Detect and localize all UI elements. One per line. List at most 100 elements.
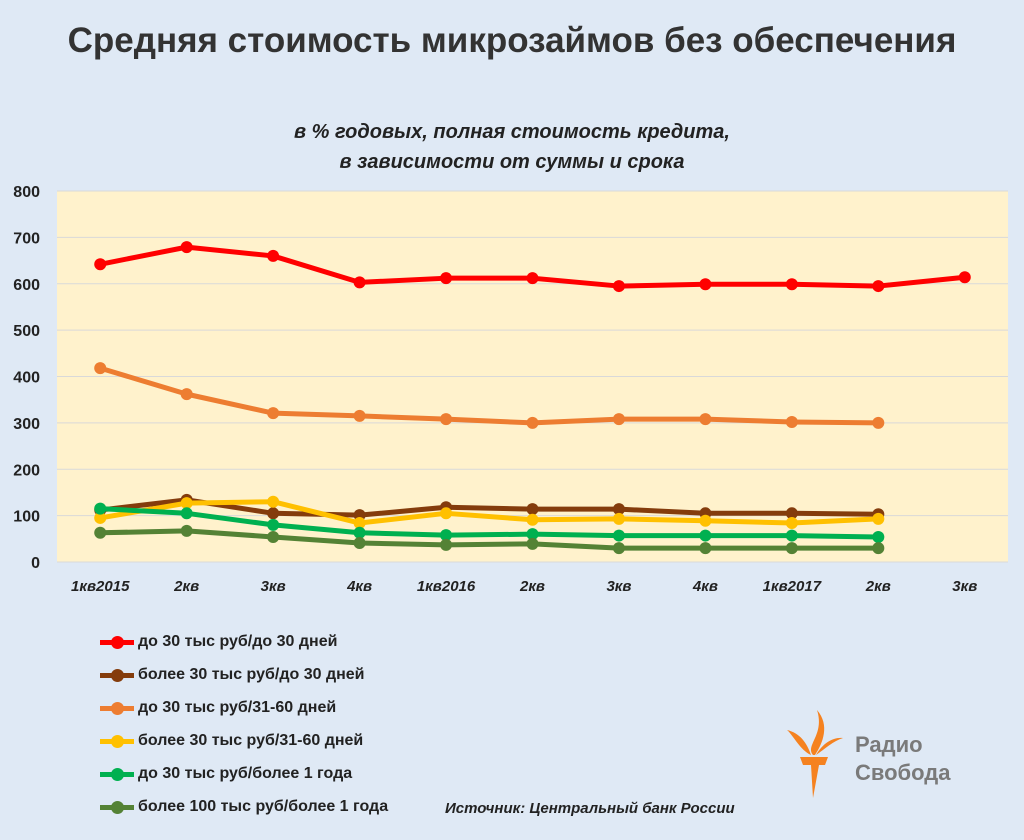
data-point xyxy=(785,278,798,291)
radio-svoboda-torch-icon xyxy=(787,710,843,798)
data-point xyxy=(94,526,107,539)
data-point xyxy=(785,529,798,542)
data-point xyxy=(612,413,625,426)
legend-label: до 30 тыс руб/до 30 дней xyxy=(138,633,338,650)
chart-title: Средняя стоимость микрозаймов без обеспе… xyxy=(67,21,957,60)
subtitle-line-1: в % годовых, полная стоимость кредита, xyxy=(294,121,730,143)
data-point xyxy=(958,271,971,284)
data-point xyxy=(267,249,280,262)
data-point xyxy=(526,416,539,429)
x-tick-label: 3кв xyxy=(606,578,631,595)
data-point xyxy=(612,529,625,542)
data-point xyxy=(872,530,885,543)
data-point xyxy=(94,258,107,271)
x-tick-label: 4кв xyxy=(346,578,372,595)
y-tick-label: 500 xyxy=(13,323,40,340)
line-chart: 0 100 200 300 400 500 600 700 800 1кв2015 2кв 3кв 4к… xyxy=(13,184,1008,595)
legend-marker xyxy=(100,800,134,814)
data-point xyxy=(353,517,366,530)
data-point xyxy=(526,537,539,550)
data-point xyxy=(267,495,280,508)
data-point xyxy=(526,503,539,516)
source-note: Источник: Центральный банк России xyxy=(445,800,735,817)
series-line xyxy=(99,499,879,526)
y-tick-label: 300 xyxy=(13,416,40,433)
data-point xyxy=(94,511,107,524)
data-point xyxy=(353,536,366,549)
data-point xyxy=(872,542,885,555)
legend-label: до 30 тыс руб/более 1 года xyxy=(138,765,353,782)
legend-marker xyxy=(100,734,134,748)
data-point xyxy=(353,409,366,422)
data-point xyxy=(353,276,366,289)
x-tick-label: 2кв xyxy=(865,578,891,595)
data-point xyxy=(440,413,453,426)
data-point xyxy=(353,526,366,539)
logo-line-1: Радио xyxy=(855,732,923,757)
data-point xyxy=(94,502,107,515)
legend-item: более 30 тыс руб/31-60 дней xyxy=(100,732,363,750)
legend-label: более 30 тыс руб/до 30 дней xyxy=(138,666,365,683)
data-point xyxy=(180,388,193,401)
data-point xyxy=(526,528,539,541)
data-point xyxy=(440,272,453,285)
y-tick-label: 700 xyxy=(13,230,40,247)
legend-item: более 30 тыс руб/до 30 дней xyxy=(100,666,365,684)
series-line xyxy=(100,506,879,540)
data-point xyxy=(267,530,280,543)
data-point xyxy=(440,507,453,520)
data-point xyxy=(612,542,625,555)
subtitle-line-2: в зависимости от суммы и срока xyxy=(339,151,685,173)
data-point xyxy=(612,503,625,516)
data-point xyxy=(180,241,193,254)
data-point xyxy=(872,512,885,525)
data-point xyxy=(699,278,712,291)
data-point xyxy=(180,507,193,520)
series-line xyxy=(100,528,879,551)
data-point xyxy=(699,514,712,527)
legend-item: до 30 тыс руб/более 1 года xyxy=(100,765,352,783)
data-point xyxy=(872,416,885,429)
legend-marker xyxy=(100,701,134,715)
data-point xyxy=(612,280,625,293)
data-point xyxy=(526,272,539,285)
data-point xyxy=(612,512,625,525)
x-tick-label: 3кв xyxy=(952,578,977,595)
legend-item: до 30 тыс руб/31-60 дней xyxy=(100,699,336,717)
data-point xyxy=(180,524,193,537)
data-point xyxy=(180,497,193,510)
data-point xyxy=(440,529,453,542)
legend-label: более 100 тыс руб/более 1 года xyxy=(138,798,389,815)
legend-label: до 30 тыс руб/31-60 дней xyxy=(138,699,337,716)
data-point xyxy=(699,529,712,542)
legend-label: более 30 тыс руб/31-60 дней xyxy=(138,732,364,749)
logo-line-2: Свобода xyxy=(855,760,951,785)
data-point xyxy=(872,280,885,293)
x-tick-label: 2кв xyxy=(519,578,545,595)
logo-text: Радио Свобода xyxy=(855,731,951,787)
legend-item: до 30 тыс руб/до 30 дней xyxy=(100,633,337,651)
y-tick-label: 100 xyxy=(13,509,40,526)
data-point xyxy=(699,413,712,426)
y-tick-label: 600 xyxy=(13,277,40,294)
legend-item: более 100 тыс руб/более 1 года xyxy=(100,798,388,816)
series-line xyxy=(99,497,879,518)
y-tick-label: 0 xyxy=(31,555,40,572)
data-point xyxy=(267,518,280,531)
data-point xyxy=(267,507,280,520)
data-point xyxy=(526,513,539,526)
x-tick-label: 4кв xyxy=(692,578,718,595)
x-tick-label: 1кв2017 xyxy=(763,578,822,595)
data-point xyxy=(699,542,712,555)
data-point xyxy=(94,362,107,375)
legend-marker xyxy=(100,668,134,682)
y-tick-label: 400 xyxy=(13,370,40,387)
data-point xyxy=(267,407,280,420)
x-tick-label: 1кв2015 xyxy=(71,578,130,595)
data-point xyxy=(785,542,798,555)
legend-marker xyxy=(100,767,134,781)
data-point xyxy=(440,538,453,551)
x-tick-label: 2кв xyxy=(173,578,199,595)
x-tick-label: 3кв xyxy=(261,578,286,595)
y-tick-label: 200 xyxy=(13,462,40,479)
